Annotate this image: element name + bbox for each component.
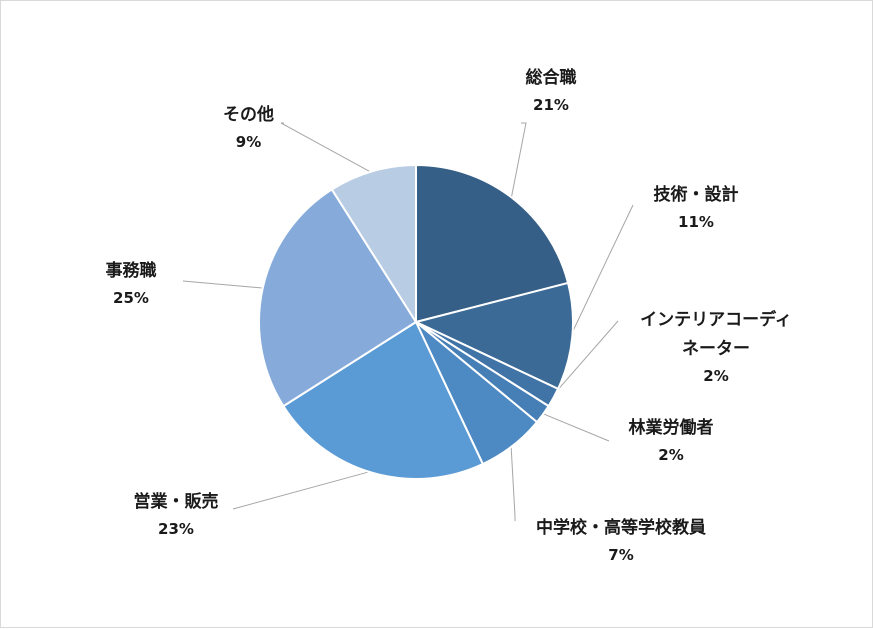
leader-line-ringyou [541,412,610,442]
slice-label-jimushoku: 事務職 25% [105,261,157,307]
leader-line-kyouin [510,444,516,521]
leader-line-interior-coordinator [551,320,619,398]
leader-line-sonota [280,122,374,174]
leader-line-eigyou-hanbai [232,470,373,510]
pie-slice-jimushoku [258,188,418,408]
leader-line-sougoushoku [510,122,527,200]
leader-lines [182,122,634,521]
slice-label-interior-coordinator: インテリアコーディ ネーター 2% [640,310,792,385]
pie-slice-eigyou-hanbai [282,320,485,480]
slice-label-sonota: その他 9% [223,105,274,151]
slice-label-ringyou: 林業労働者 2% [628,418,714,464]
pie-slice-sonota [330,163,417,326]
leader-line-gijutsu-sekkei [569,204,634,337]
slice-label-kyouin: 中学校・高等学校教員 7% [536,518,706,564]
pie-slice-sougoushoku [415,163,570,324]
slice-label-eigyou-hanbai: 営業・販売 23% [133,492,219,538]
slice-label-sougoushoku: 総合職 21% [525,68,577,114]
pie-slices [258,163,575,480]
slice-label-gijutsu-sekkei: 技術・設計 11% [653,185,739,231]
leader-line-jimushoku [182,280,265,289]
pie-slice-gijutsu-sekkei [413,281,575,391]
